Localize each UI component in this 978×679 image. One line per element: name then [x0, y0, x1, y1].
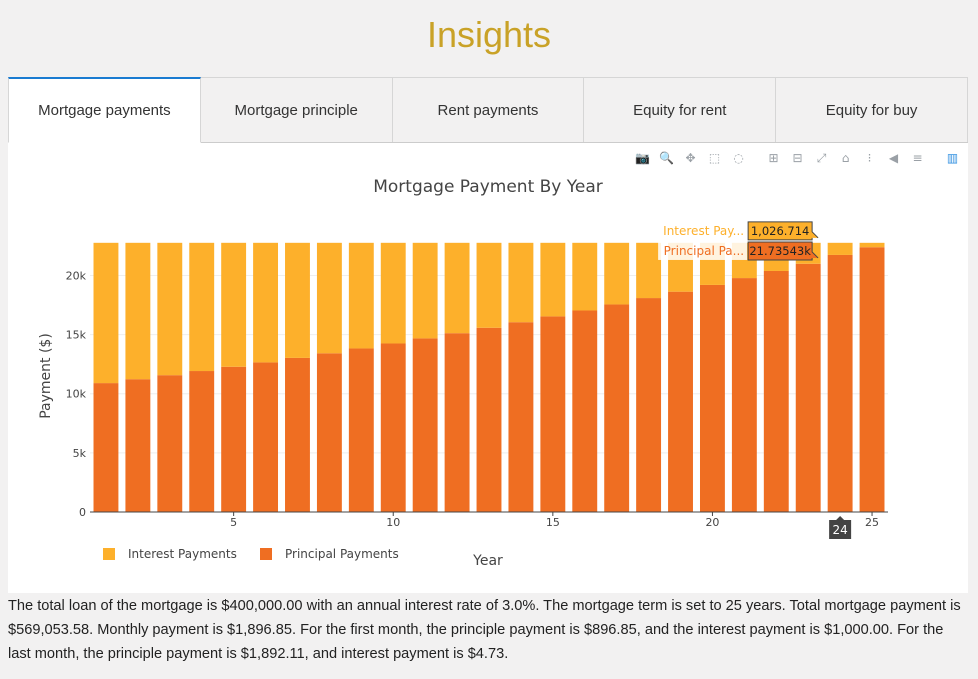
bar-principal-payments	[795, 263, 821, 512]
bar-principal-payments	[699, 284, 725, 512]
legend-entry: Interest Payments	[128, 547, 237, 561]
chart-panel: 📷 🔍 ✥ ⬚ ◌ ⊞ ⊟ ⤢ ⌂ ⁝ ◀ ≡ ▥ Mortgage Payment By Year 0 5…	[8, 143, 968, 593]
tab-mortgage-payments[interactable]: Mortgage payments	[8, 77, 201, 143]
hover-value-box	[747, 221, 819, 241]
bar-principal-payments	[157, 375, 183, 512]
bar-interest-payments	[636, 242, 662, 299]
bar-principal-payments	[253, 362, 279, 512]
mortgage-summary-text: The total loan of the mortgage is $400,0…	[8, 598, 961, 662]
bar-interest-payments	[444, 242, 470, 334]
y-axis-label: Payment ($)	[38, 333, 54, 419]
zoom-out-icon[interactable]: ⊟	[792, 151, 803, 165]
chart-modebar: 📷 🔍 ✥ ⬚ ◌ ⊞ ⊟ ⤢ ⌂ ⁝ ◀ ≡ ▥	[633, 149, 962, 167]
bar-principal-payments	[668, 291, 693, 512]
bar-principal-payments	[221, 366, 247, 512]
hover-value: 1,026.714	[751, 224, 810, 238]
bar-principal-payments	[763, 270, 789, 512]
plotly-logo-icon[interactable]: ▥	[946, 151, 959, 165]
x-axis-label: Year	[472, 553, 503, 569]
bar-interest-payments	[508, 242, 534, 323]
tab-equity-for-buy[interactable]: Equity for buy	[776, 77, 968, 142]
bar-principal-payments	[827, 254, 853, 512]
x-tick-label: 15	[546, 516, 560, 529]
hover-name-bg	[658, 241, 748, 260]
y-tick-label: 10k	[66, 388, 87, 401]
bar-interest-payments	[93, 242, 119, 384]
bar-interest-payments	[540, 242, 566, 317]
hover-series-name: Interest Pay...	[663, 224, 744, 238]
bar-principal-payments	[348, 348, 374, 512]
legend-swatch	[103, 548, 115, 560]
bar-interest-payments	[827, 242, 853, 255]
tab-bar: Mortgage payments Mortgage principle Ren…	[8, 77, 968, 143]
bar-principal-payments	[604, 304, 630, 512]
bar-principal-payments	[125, 379, 151, 512]
reset-axes-icon[interactable]: ⌂	[841, 151, 850, 165]
bar-principal-payments	[476, 327, 502, 512]
bar-principal-payments	[508, 322, 534, 512]
bar-principal-payments	[412, 338, 438, 512]
bar-interest-payments	[476, 242, 502, 328]
bar-interest-payments	[859, 242, 885, 248]
bar-principal-payments	[316, 353, 342, 512]
y-tick-label: 5k	[73, 447, 87, 460]
zoom-in-icon[interactable]: ⊞	[768, 151, 779, 165]
bar-principal-payments	[731, 278, 757, 512]
bar-interest-payments	[380, 242, 406, 344]
bar-interest-payments	[412, 242, 438, 339]
camera-icon[interactable]: 📷	[635, 151, 650, 165]
zoom-icon[interactable]: 🔍	[659, 151, 674, 165]
autoscale-icon[interactable]: ⤢	[816, 150, 827, 165]
y-tick-label: 15k	[66, 329, 87, 342]
bar-interest-payments	[253, 242, 279, 363]
page-title: Insights	[426, 14, 552, 55]
hover-value: 21.73543k	[749, 244, 811, 258]
lasso-select-icon[interactable]: ◌	[733, 151, 744, 165]
hover-closest-icon[interactable]: ◀	[888, 151, 899, 165]
bar-interest-payments	[189, 242, 215, 372]
x-tick-label: 25	[865, 516, 879, 529]
bar-interest-payments	[316, 242, 342, 354]
bar-interest-payments	[348, 242, 374, 349]
bar-principal-payments	[444, 333, 470, 512]
x-tick-label: 5	[230, 516, 237, 529]
spike-lines-icon[interactable]: ⁝	[867, 151, 872, 165]
bar-principal-payments	[572, 310, 598, 512]
hover-compare-icon[interactable]: ≡	[912, 151, 923, 165]
bar-principal-payments	[189, 371, 215, 512]
bar-principal-payments	[93, 383, 119, 512]
hover-name-bg	[658, 221, 748, 240]
bar-principal-payments	[540, 316, 566, 512]
bar-principal-payments	[859, 247, 885, 512]
bar-interest-payments	[221, 242, 247, 367]
y-tick-label: 0	[79, 506, 86, 519]
legend-swatch	[260, 548, 272, 560]
x-tick-label: 20	[705, 516, 719, 529]
hover-x-box	[829, 516, 852, 539]
bar-principal-payments	[636, 298, 662, 512]
pan-icon[interactable]: ✥	[685, 151, 696, 165]
tab-equity-for-rent[interactable]: Equity for rent	[584, 77, 777, 142]
bar-interest-payments	[285, 242, 310, 358]
x-tick-label: 10	[386, 516, 400, 529]
hover-value-box	[747, 241, 819, 261]
hover-x-label: 24	[832, 523, 847, 537]
bar-interest-payments	[572, 242, 598, 311]
bar-principal-payments	[285, 357, 310, 512]
hover-series-name: Principal Pa...	[664, 244, 744, 258]
tab-rent-payments[interactable]: Rent payments	[392, 77, 585, 142]
bar-principal-payments	[380, 343, 406, 512]
y-tick-label: 20k	[66, 269, 87, 282]
chart-title: Mortgage Payment By Year	[373, 177, 603, 197]
bar-interest-payments	[157, 242, 183, 376]
bar-interest-payments	[125, 242, 151, 380]
legend-entry: Principal Payments	[285, 547, 399, 561]
bar-interest-payments	[604, 242, 630, 305]
tab-mortgage-principle[interactable]: Mortgage principle	[200, 77, 393, 142]
mortgage-payment-chart[interactable]: Mortgage Payment By Year 0 5k 10k 15k 20k 5 10 1…	[8, 143, 968, 593]
box-select-icon[interactable]: ⬚	[708, 151, 721, 165]
